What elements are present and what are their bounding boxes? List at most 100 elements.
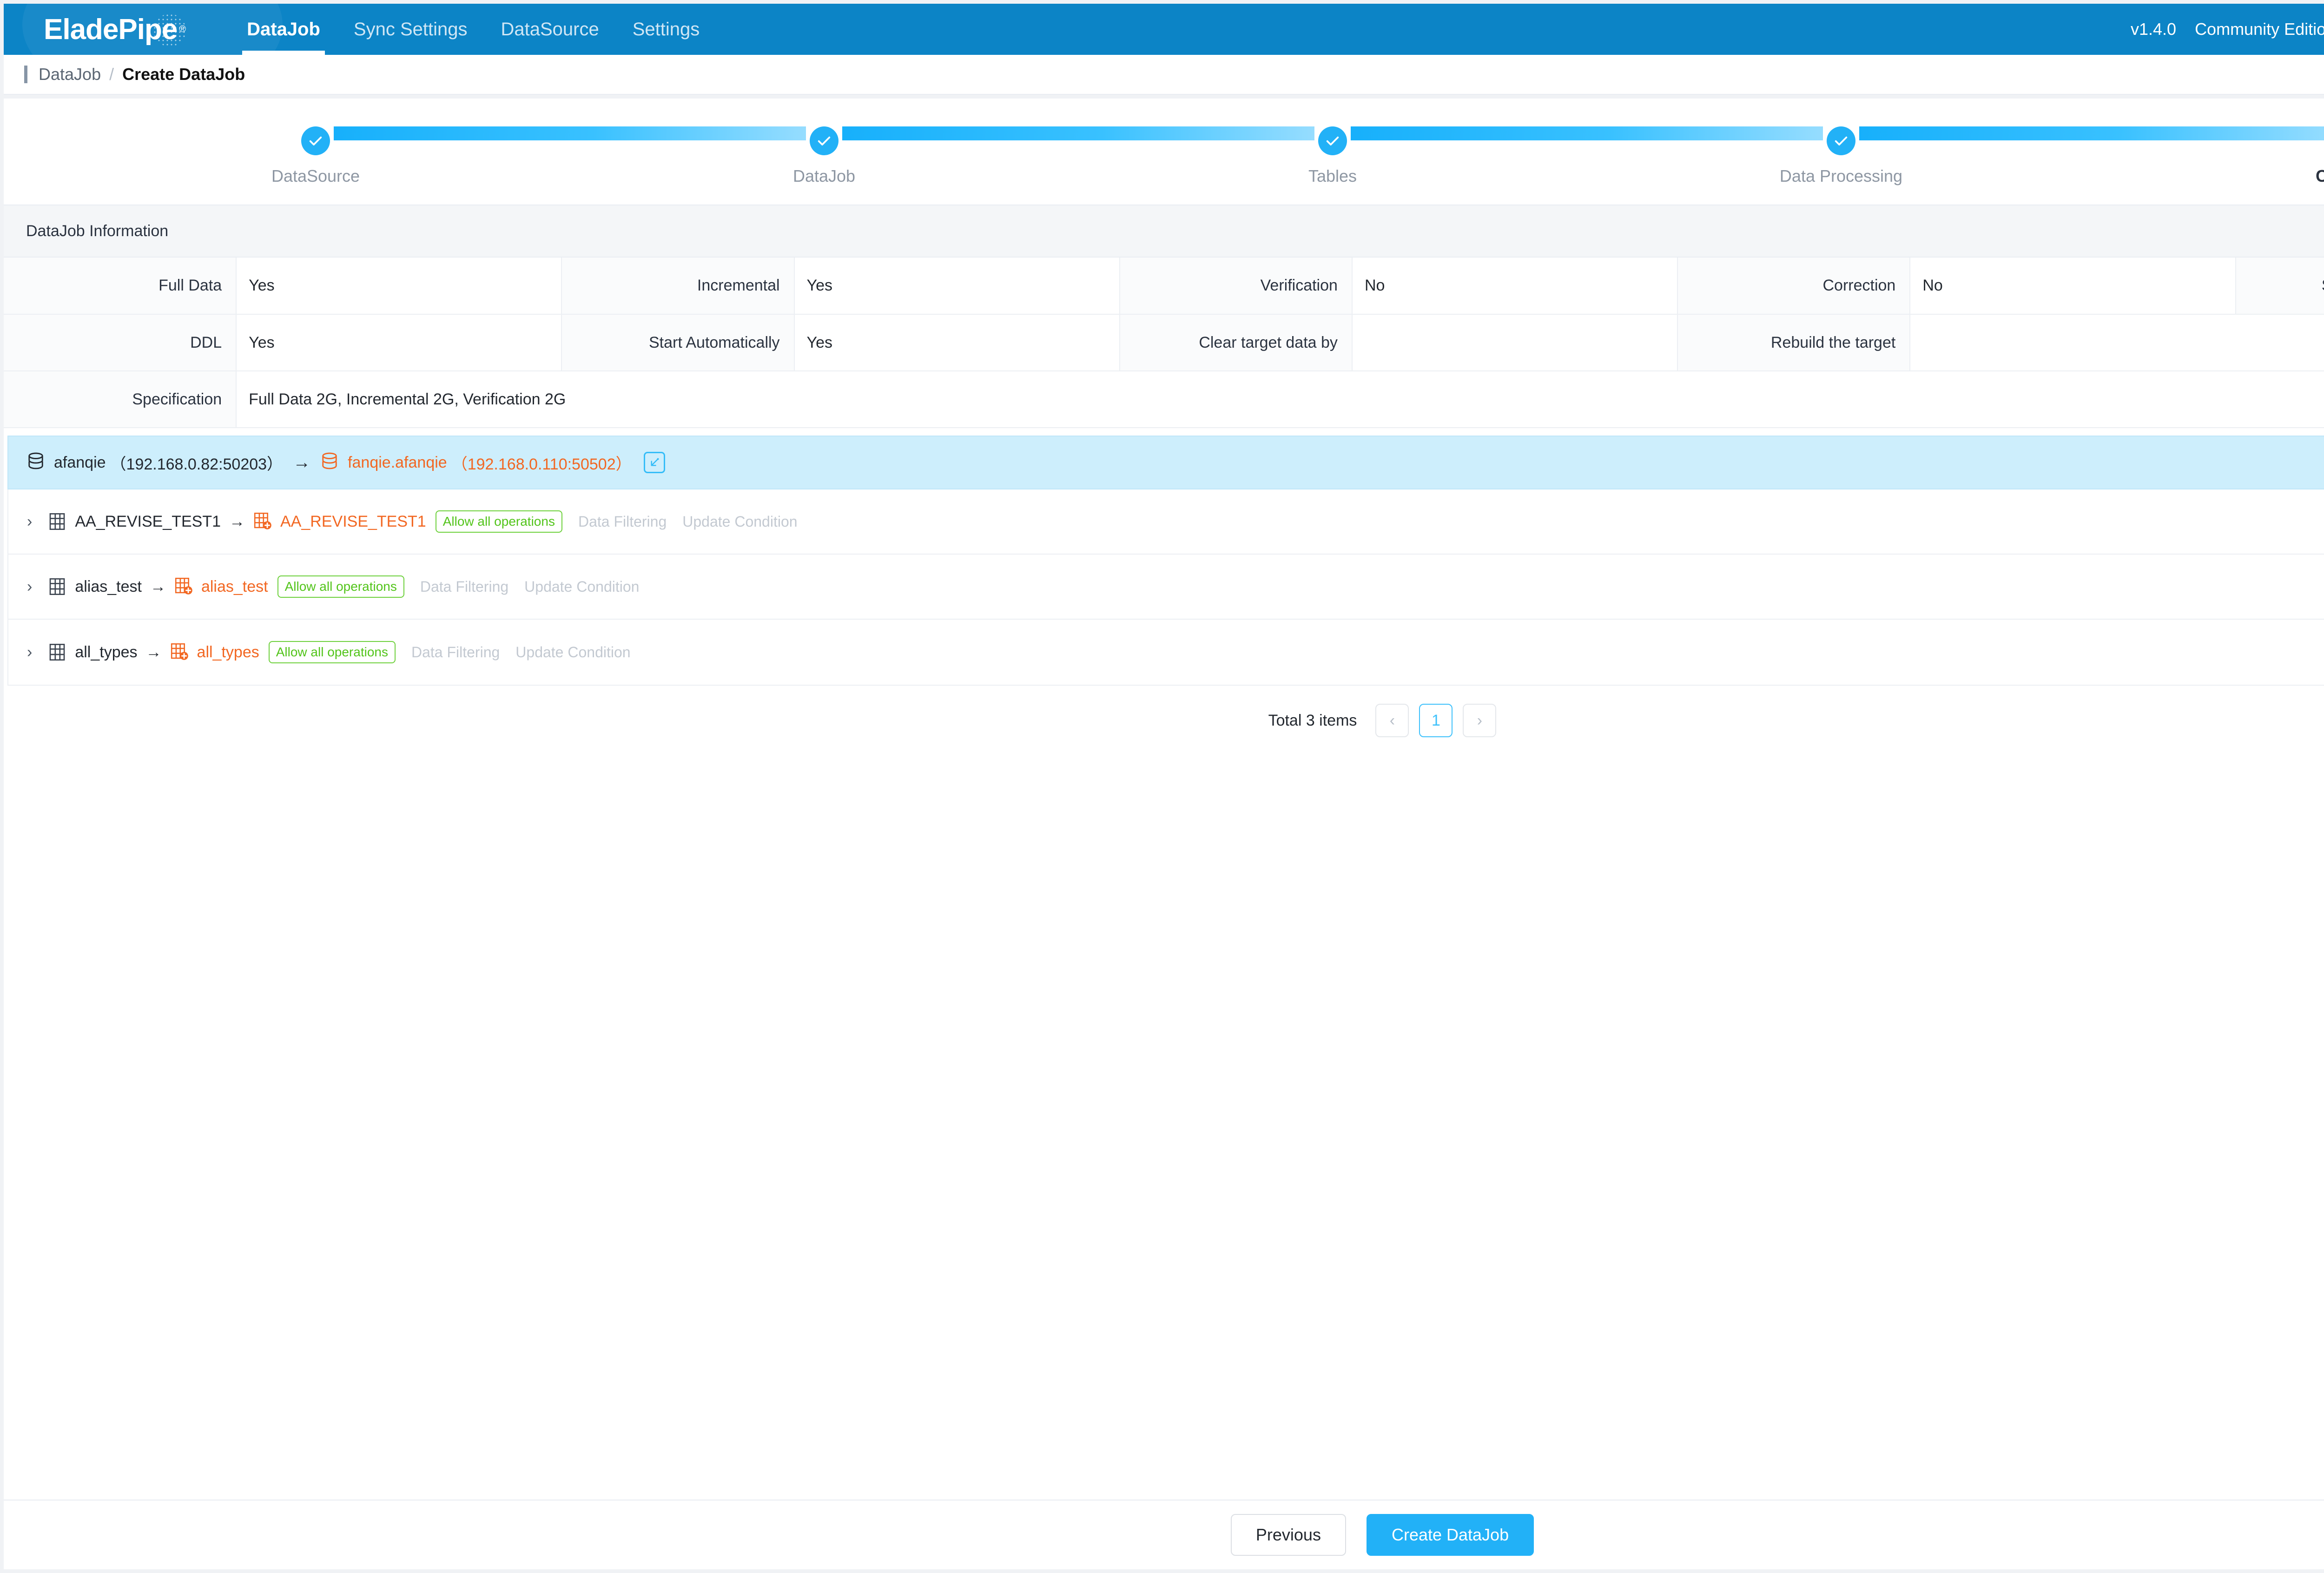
step-connector-3 bbox=[1351, 126, 1823, 140]
wizard-stepper: DataSource DataJob Tables bbox=[4, 99, 2324, 205]
pagination: Total 3 items ‹ 1 › bbox=[4, 686, 2324, 755]
chevron-right-icon[interactable]: › bbox=[27, 512, 33, 530]
nav-item-settings[interactable]: Settings bbox=[616, 4, 717, 55]
version-label: v1.4.0 bbox=[2130, 20, 2177, 39]
database-icon-source bbox=[27, 452, 45, 473]
chevron-right-icon[interactable]: › bbox=[27, 577, 33, 595]
label-rebuild-the-target: Rebuild the target bbox=[1677, 314, 1911, 371]
step-tables-label: Tables bbox=[1308, 166, 1357, 185]
nav-item-datajob-label: DataJob bbox=[247, 19, 320, 40]
value-specification: Full Data 2G, Incremental 2G, Verificati… bbox=[236, 371, 2324, 428]
pagination-next-button[interactable]: › bbox=[1463, 704, 1497, 737]
nav-item-datasource[interactable]: DataSource bbox=[484, 4, 616, 55]
step-datajob-label: DataJob bbox=[792, 166, 856, 185]
data-filtering-link[interactable]: Data Filtering bbox=[578, 513, 667, 530]
label-schema-migration: Schema Migration bbox=[2235, 258, 2324, 315]
brand-logo[interactable]: EladePipe ® bbox=[44, 13, 186, 46]
nav-item-sync-settings-label: Sync Settings bbox=[353, 19, 468, 40]
label-start-automatically: Start Automatically bbox=[561, 314, 795, 371]
label-ddl: DDL bbox=[4, 314, 237, 371]
target-datasource-name: fanqie.afanqie bbox=[348, 453, 447, 471]
value-ddl: Yes bbox=[236, 314, 562, 371]
update-condition-link[interactable]: Update Condition bbox=[524, 578, 640, 595]
wizard-footer: Previous Create DataJob bbox=[4, 1500, 2324, 1569]
label-full-data: Full Data bbox=[4, 258, 237, 315]
table-icon-source bbox=[48, 511, 66, 532]
list-item[interactable]: › alias_test → ali bbox=[8, 555, 2324, 620]
datajob-information-table: Full Data Yes Incremental Yes Verificati… bbox=[4, 258, 2324, 428]
data-filtering-link[interactable]: Data Filtering bbox=[420, 578, 509, 595]
label-verification: Verification bbox=[1119, 258, 1353, 315]
table-mapping-list: › AA_REVISE_TEST1 → bbox=[7, 489, 2324, 686]
table-row: Specification Full Data 2G, Incremental … bbox=[4, 371, 2324, 428]
breadcrumb-parent-link[interactable]: DataJob bbox=[39, 65, 101, 84]
list-item[interactable]: › all_types → all_ bbox=[8, 620, 2324, 685]
brand-name: EladePipe bbox=[44, 13, 178, 46]
table-row: DDL Yes Start Automatically Yes Clear ta… bbox=[4, 314, 2324, 371]
datajob-information-title: DataJob Information bbox=[26, 222, 169, 240]
step-datajob-circle bbox=[810, 126, 838, 155]
connection-arrow: → bbox=[293, 452, 311, 472]
pagination-page-1[interactable]: 1 bbox=[1419, 704, 1453, 737]
nav-item-datasource-label: DataSource bbox=[501, 19, 599, 40]
row-arrow-icon: → bbox=[145, 643, 162, 661]
value-full-data: Yes bbox=[236, 258, 562, 315]
top-navigation-bar: EladePipe ® DataJob Sync Settings DataSou… bbox=[4, 4, 2324, 55]
database-icon-target bbox=[321, 452, 338, 473]
status-badge: Allow all operations bbox=[435, 510, 562, 533]
table-icon-source bbox=[48, 576, 66, 597]
value-clear-target-data-by bbox=[1352, 314, 1678, 371]
create-datajob-button[interactable]: Create DataJob bbox=[1366, 1514, 1534, 1556]
update-condition-link[interactable]: Update Condition bbox=[682, 513, 798, 530]
wizard-steps: DataSource DataJob Tables bbox=[271, 126, 2324, 185]
value-correction: No bbox=[1910, 258, 2236, 315]
label-clear-target-data-by: Clear target data by bbox=[1119, 314, 1353, 371]
connection-summary-bar: afanqie （192.168.0.82:50203） → fanqie.af… bbox=[7, 436, 2324, 489]
list-item[interactable]: › AA_REVISE_TEST1 → bbox=[8, 489, 2324, 555]
step-data-processing-circle bbox=[1827, 126, 1855, 155]
data-filtering-link[interactable]: Data Filtering bbox=[411, 643, 500, 661]
nav-item-sync-settings[interactable]: Sync Settings bbox=[337, 4, 484, 55]
table-icon-target bbox=[174, 576, 193, 597]
step-tables[interactable]: Tables bbox=[1308, 126, 1357, 185]
step-connector-1 bbox=[334, 126, 806, 140]
table-icon-target bbox=[170, 642, 189, 662]
value-verification: No bbox=[1352, 258, 1678, 315]
pagination-total: Total 3 items bbox=[1268, 711, 1357, 729]
step-datasource[interactable]: DataSource bbox=[271, 126, 360, 185]
target-table-name: alias_test bbox=[201, 577, 268, 595]
step-datajob[interactable]: DataJob bbox=[793, 126, 855, 185]
table-icon-target bbox=[253, 511, 272, 532]
breadcrumb-marker bbox=[24, 66, 27, 83]
step-tables-circle bbox=[1318, 126, 1347, 155]
nav-item-settings-label: Settings bbox=[632, 19, 700, 40]
edition-link[interactable]: Community Edition ↗ bbox=[2195, 20, 2324, 39]
nav-item-datajob[interactable]: DataJob bbox=[230, 4, 337, 55]
target-datasource-address: （192.168.0.110:50502） bbox=[451, 455, 632, 473]
update-condition-link[interactable]: Update Condition bbox=[515, 643, 631, 661]
source-table-name: alias_test bbox=[75, 577, 142, 595]
value-rebuild-the-target bbox=[1910, 314, 2324, 371]
mapping-icon[interactable] bbox=[643, 452, 665, 473]
chevron-right-icon[interactable]: › bbox=[27, 643, 33, 661]
previous-button[interactable]: Previous bbox=[1230, 1514, 1346, 1556]
step-data-processing[interactable]: Data Processing bbox=[1780, 126, 1902, 185]
edition-label: Community Edition bbox=[2195, 20, 2324, 39]
source-table-name: all_types bbox=[75, 643, 138, 661]
pagination-prev-button[interactable]: ‹ bbox=[1375, 704, 1409, 737]
step-creation-label: Creation bbox=[2315, 166, 2324, 185]
main-nav: DataJob Sync Settings DataSource Setting… bbox=[230, 4, 716, 55]
label-incremental: Incremental bbox=[561, 258, 795, 315]
step-connector-4 bbox=[1859, 126, 2324, 140]
step-data-processing-label: Data Processing bbox=[1779, 166, 1903, 185]
source-datasource-name: afanqie bbox=[54, 453, 106, 471]
brand-trademark: ® bbox=[179, 24, 186, 34]
page-title: Create DataJob bbox=[122, 65, 245, 84]
datajob-information-header: DataJob Information bbox=[4, 205, 2324, 258]
step-datasource-circle bbox=[301, 126, 330, 155]
connection-endpoints: afanqie （192.168.0.82:50203） → fanqie.af… bbox=[27, 451, 2324, 474]
target-table-name: AA_REVISE_TEST1 bbox=[280, 512, 426, 530]
breadcrumb: DataJob / Create DataJob bbox=[4, 55, 2324, 95]
status-badge: Allow all operations bbox=[277, 575, 404, 598]
